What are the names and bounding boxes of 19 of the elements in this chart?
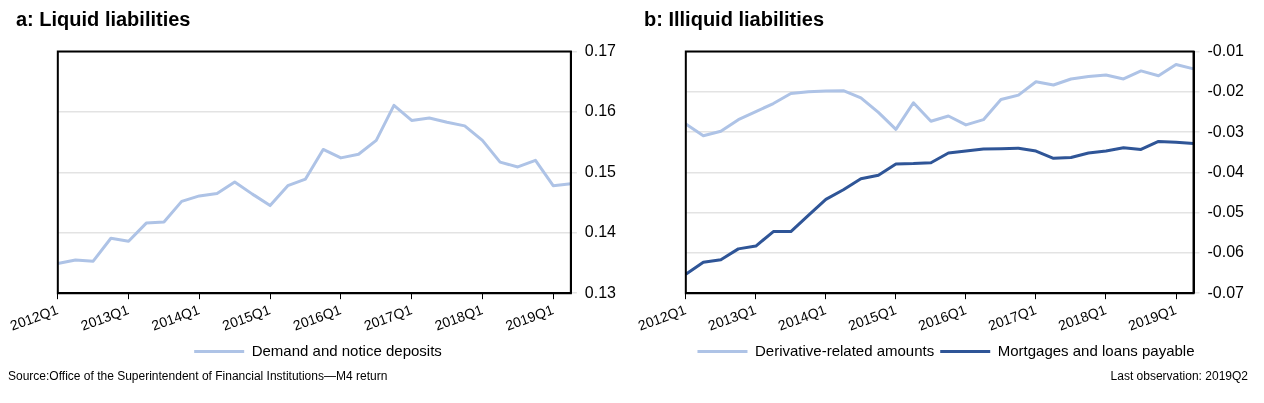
chart-title: a: Liquid liabilities bbox=[15, 8, 192, 32]
legend-label: Demand and notice deposits bbox=[251, 341, 442, 359]
y-tick-label: 0.15 bbox=[584, 162, 617, 180]
legend-label: Derivative-related amounts bbox=[754, 341, 935, 359]
y-tick-label: 0.14 bbox=[584, 223, 617, 241]
source-note: Source:Office of the Superintendent of Financial Institutions—M4 return bbox=[8, 369, 389, 383]
y-tick-label: -0.01 bbox=[1207, 42, 1245, 60]
y-tick-label: -0.07 bbox=[1207, 283, 1245, 301]
y-tick-label: 0.13 bbox=[584, 283, 617, 301]
text: Last observation: 2019Q2 bbox=[1109, 369, 1249, 383]
y-tick-label: -0.06 bbox=[1207, 243, 1245, 261]
legend-label: Mortgages and loans payable bbox=[997, 341, 1195, 359]
chart-title: b: Illiquid liabilities bbox=[643, 8, 825, 32]
y-tick-label: 0.16 bbox=[584, 102, 617, 120]
y-tick-label: -0.03 bbox=[1207, 122, 1245, 140]
y-tick-label: -0.02 bbox=[1207, 82, 1245, 100]
y-tick-label: -0.05 bbox=[1207, 203, 1245, 221]
y-tick-label: 0.17 bbox=[584, 42, 617, 60]
y-tick-label: -0.04 bbox=[1207, 162, 1245, 180]
